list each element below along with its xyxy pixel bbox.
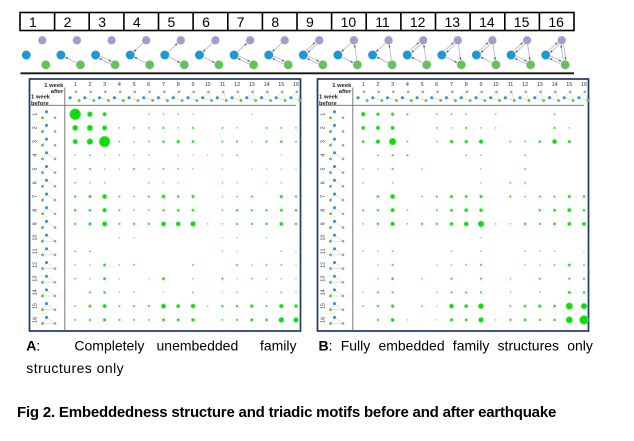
svg-text:15: 15 <box>321 303 327 309</box>
svg-text:1: 1 <box>29 14 37 30</box>
svg-text:3: 3 <box>103 82 106 88</box>
svg-text:11: 11 <box>220 82 226 88</box>
svg-text:3: 3 <box>321 140 327 143</box>
svg-text:Completely: Completely <box>74 338 144 354</box>
svg-text:16: 16 <box>581 82 587 88</box>
svg-text:16: 16 <box>548 14 564 30</box>
svg-text:11: 11 <box>33 248 39 254</box>
svg-text:after: after <box>51 89 64 95</box>
svg-text:7: 7 <box>321 195 327 198</box>
svg-text:6: 6 <box>33 181 39 184</box>
svg-text:2: 2 <box>64 14 72 30</box>
svg-text:12: 12 <box>321 262 327 268</box>
svg-text:9: 9 <box>306 14 314 30</box>
svg-text:1 week: 1 week <box>31 95 51 101</box>
svg-text:6: 6 <box>147 82 150 88</box>
svg-text:family: family <box>260 338 297 354</box>
svg-text:6: 6 <box>435 82 438 88</box>
svg-text:1 week: 1 week <box>319 95 339 101</box>
svg-text:5: 5 <box>133 82 136 88</box>
svg-text:12: 12 <box>410 14 426 30</box>
svg-text:12: 12 <box>33 262 39 268</box>
svg-text:11: 11 <box>508 82 514 88</box>
svg-text:13: 13 <box>249 82 255 88</box>
svg-text:9: 9 <box>33 222 39 225</box>
svg-text:1: 1 <box>321 113 327 116</box>
svg-text:14: 14 <box>552 82 558 88</box>
svg-text:9: 9 <box>192 82 195 88</box>
svg-text:5: 5 <box>33 168 39 171</box>
svg-text:16: 16 <box>33 317 39 323</box>
svg-text:11: 11 <box>375 14 390 30</box>
svg-text:5: 5 <box>168 14 176 30</box>
svg-text:2: 2 <box>88 82 91 88</box>
svg-text:6: 6 <box>202 14 210 30</box>
svg-text:after: after <box>339 89 352 95</box>
svg-text:8: 8 <box>321 209 327 212</box>
svg-text:14: 14 <box>264 82 270 88</box>
svg-text:before: before <box>319 101 337 107</box>
svg-text:4: 4 <box>321 154 327 157</box>
svg-text:15: 15 <box>278 82 284 88</box>
svg-text:14: 14 <box>33 289 39 295</box>
svg-text:Fig 2. Embeddedness structure: Fig 2. Embeddedness structure and triadi… <box>17 404 556 421</box>
svg-text:6: 6 <box>321 181 327 184</box>
svg-text:unembedded: unembedded <box>157 338 239 354</box>
svg-text:1: 1 <box>74 82 77 88</box>
svg-text:B: Fully embedded family struc: B: Fully embedded family structures only <box>319 338 593 354</box>
svg-text:1: 1 <box>33 113 39 116</box>
svg-text:7: 7 <box>450 82 453 88</box>
svg-text:8: 8 <box>33 209 39 212</box>
svg-text:8: 8 <box>271 14 279 30</box>
svg-text:12: 12 <box>522 82 528 88</box>
svg-text:7: 7 <box>33 195 39 198</box>
svg-text:2: 2 <box>33 126 39 129</box>
svg-text:13: 13 <box>321 276 327 282</box>
svg-text:8: 8 <box>465 82 468 88</box>
svg-text:2: 2 <box>321 126 327 129</box>
svg-text:2: 2 <box>376 82 379 88</box>
svg-text:12: 12 <box>234 82 240 88</box>
svg-text:16: 16 <box>321 317 327 323</box>
svg-text:3: 3 <box>98 14 106 30</box>
svg-text:15: 15 <box>514 14 530 30</box>
svg-text:11: 11 <box>321 248 327 254</box>
svg-text:16: 16 <box>293 82 299 88</box>
svg-text:structures only: structures only <box>26 360 124 376</box>
svg-text:1 week: 1 week <box>44 83 64 89</box>
svg-text:13: 13 <box>445 14 461 30</box>
svg-text:7: 7 <box>237 14 245 30</box>
svg-text:14: 14 <box>321 289 327 295</box>
svg-text:7: 7 <box>162 82 165 88</box>
svg-text:4: 4 <box>118 82 121 88</box>
svg-text:9: 9 <box>321 222 327 225</box>
svg-text:13: 13 <box>537 82 543 88</box>
svg-text:10: 10 <box>493 82 499 88</box>
svg-text:8: 8 <box>177 82 180 88</box>
svg-text:before: before <box>31 101 49 107</box>
svg-text:3: 3 <box>33 140 39 143</box>
svg-text:15: 15 <box>33 303 39 309</box>
svg-text:4: 4 <box>406 82 409 88</box>
svg-text:14: 14 <box>479 14 495 30</box>
svg-text:5: 5 <box>421 82 424 88</box>
svg-text:1: 1 <box>362 82 365 88</box>
svg-text:10: 10 <box>33 235 39 241</box>
svg-text:15: 15 <box>566 82 572 88</box>
svg-text:9: 9 <box>480 82 483 88</box>
svg-text:13: 13 <box>33 276 39 282</box>
svg-text:4: 4 <box>133 14 141 30</box>
svg-text:1 week: 1 week <box>332 83 352 89</box>
svg-text:10: 10 <box>341 14 357 30</box>
svg-text:10: 10 <box>321 235 327 241</box>
svg-text:4: 4 <box>33 154 39 157</box>
svg-text:3: 3 <box>391 82 394 88</box>
svg-text:A:: A: <box>26 338 40 354</box>
svg-text:10: 10 <box>205 82 211 88</box>
svg-text:5: 5 <box>321 168 327 171</box>
